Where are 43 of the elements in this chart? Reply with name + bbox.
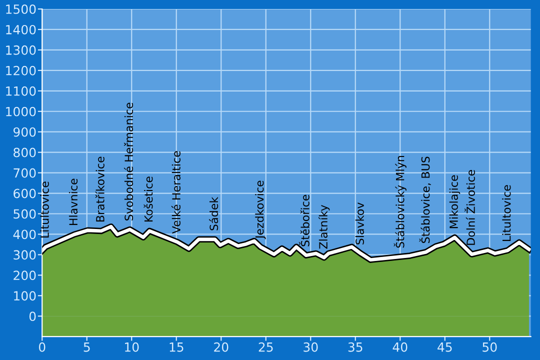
y-tick-label: 400 bbox=[13, 230, 36, 240]
y-tick-label: 600 bbox=[14, 188, 36, 198]
y-tick-label: 1300 bbox=[6, 45, 36, 55]
annotation: Litultovice bbox=[502, 185, 511, 241]
annotation: Štáblovice, BUS bbox=[419, 156, 431, 243]
x-tick-label: 10 bbox=[125, 342, 139, 352]
x-tick-label: 0 bbox=[38, 342, 46, 352]
annotation: Jezdkovice bbox=[255, 180, 266, 240]
x-tick-label: 25 bbox=[258, 342, 273, 352]
annotation: Zlatníky bbox=[318, 204, 330, 249]
annotation: Litultovice bbox=[40, 182, 49, 238]
y-tick-label: 200 bbox=[14, 270, 36, 280]
y-tick-label: 1000 bbox=[6, 106, 36, 116]
annotation: Štěbořice bbox=[298, 194, 310, 246]
x-tick-label: 5 bbox=[84, 342, 90, 352]
x-tick-label: 40 bbox=[392, 342, 408, 352]
y-tick-label: 1500 bbox=[6, 4, 36, 14]
annotation: Svobodné Heřmanice bbox=[124, 102, 134, 220]
y-tick-label: 0 bbox=[29, 312, 36, 322]
y-tick-label: 300 bbox=[14, 250, 36, 260]
x-tick-label: 35 bbox=[348, 342, 362, 352]
y-tick-label: 1200 bbox=[6, 66, 36, 76]
x-tick-label: 15 bbox=[170, 342, 184, 352]
x-tick-label: 20 bbox=[214, 342, 228, 352]
annotation: Sádek bbox=[209, 196, 218, 230]
y-tick-label: 1100 bbox=[6, 86, 36, 96]
x-tick-label: 45 bbox=[438, 342, 452, 352]
annotation: Velké Heraltice bbox=[171, 151, 180, 234]
x-tick-label: 50 bbox=[482, 342, 497, 352]
annotation: Mikolajice bbox=[449, 175, 460, 228]
y-tick-label: 100 bbox=[14, 291, 36, 301]
annotation: Štáblovický Mlýn bbox=[394, 156, 406, 248]
annotation: Hlavnice bbox=[68, 178, 78, 226]
y-tick-label: 500 bbox=[14, 209, 36, 219]
y-tick-label: 1400 bbox=[6, 24, 36, 34]
y-tick-label: 700 bbox=[14, 168, 36, 178]
annotation: Bratříkovice bbox=[95, 156, 104, 222]
annotation: Košetice bbox=[144, 176, 153, 222]
x-tick-label: 30 bbox=[304, 342, 318, 352]
y-tick-label: 800 bbox=[14, 148, 36, 158]
annotation: Dolní Životice bbox=[464, 170, 475, 245]
annotation: Slavkov bbox=[355, 202, 364, 244]
y-tick-label: 900 bbox=[13, 127, 36, 137]
